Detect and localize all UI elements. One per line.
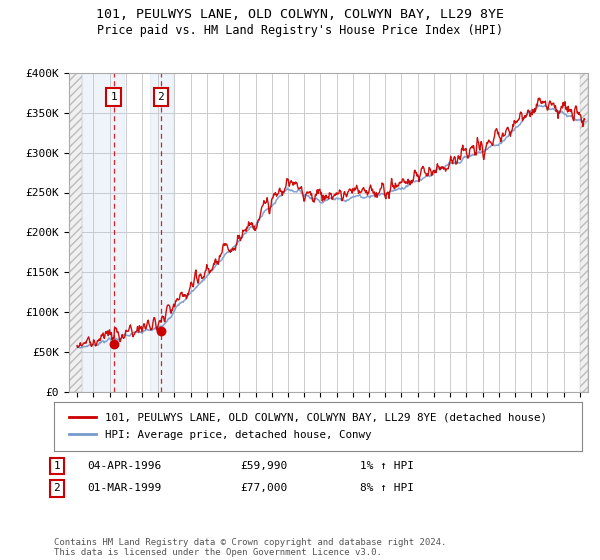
Text: 2: 2 [53, 483, 61, 493]
Text: 1: 1 [53, 461, 61, 471]
Text: Contains HM Land Registry data © Crown copyright and database right 2024.
This d: Contains HM Land Registry data © Crown c… [54, 538, 446, 557]
Text: £77,000: £77,000 [240, 483, 287, 493]
Text: Price paid vs. HM Land Registry's House Price Index (HPI): Price paid vs. HM Land Registry's House … [97, 24, 503, 36]
Bar [580, 73, 588, 392]
Text: 101, PEULWYS LANE, OLD COLWYN, COLWYN BAY, LL29 8YE: 101, PEULWYS LANE, OLD COLWYN, COLWYN BA… [96, 8, 504, 21]
Point [109, 340, 118, 349]
Text: 2: 2 [158, 92, 164, 102]
Text: 1: 1 [110, 92, 117, 102]
Text: 8% ↑ HPI: 8% ↑ HPI [360, 483, 414, 493]
Text: 1% ↑ HPI: 1% ↑ HPI [360, 461, 414, 471]
Text: 01-MAR-1999: 01-MAR-1999 [87, 483, 161, 493]
Bar [82, 73, 124, 392]
Text: £59,990: £59,990 [240, 461, 287, 471]
Point [156, 326, 166, 335]
Legend: 101, PEULWYS LANE, OLD COLWYN, COLWYN BAY, LL29 8YE (detached house), HPI: Avera: 101, PEULWYS LANE, OLD COLWYN, COLWYN BA… [65, 408, 551, 444]
Bar [69, 73, 82, 392]
Bar [150, 73, 173, 392]
Text: 04-APR-1996: 04-APR-1996 [87, 461, 161, 471]
